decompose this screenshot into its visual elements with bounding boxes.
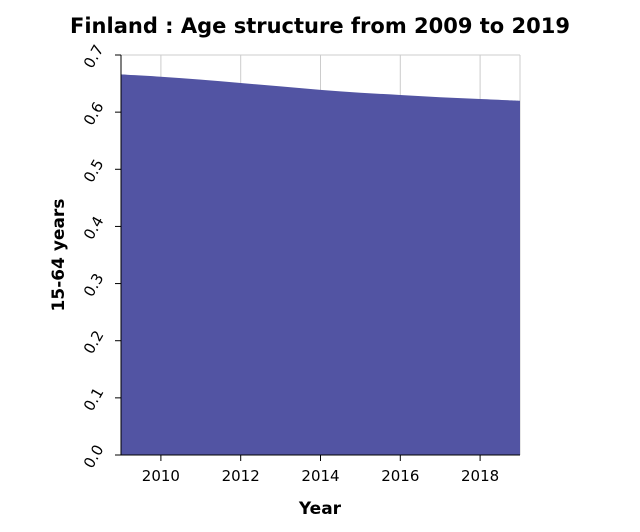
axes [115,54,520,461]
area-series-0 [121,74,520,455]
y-tick-label-0: 0.0 [80,442,108,472]
y-tick-label-1: 0.1 [80,385,108,415]
x-axis-label: Year [298,499,342,519]
x-tick-label-1: 2012 [222,467,260,485]
x-tick-label-0: 2010 [142,467,180,485]
y-tick-label-5: 0.5 [80,156,108,186]
y-tick-label-6: 0.6 [80,99,108,129]
x-tick-label-3: 2016 [381,467,419,485]
chart-title: Finland : Age structure from 2009 to 201… [70,14,570,38]
y-tick-label-3: 0.3 [80,270,108,300]
x-tick-label-2: 2014 [301,467,339,485]
area-series [121,74,520,455]
x-tick-label-4: 2018 [461,467,499,485]
y-tick-label-4: 0.4 [80,213,108,243]
y-tick-label-7: 0.7 [80,42,108,72]
y-axis-label: 15-64 years [49,199,69,312]
y-tick-label-2: 0.2 [80,327,108,357]
